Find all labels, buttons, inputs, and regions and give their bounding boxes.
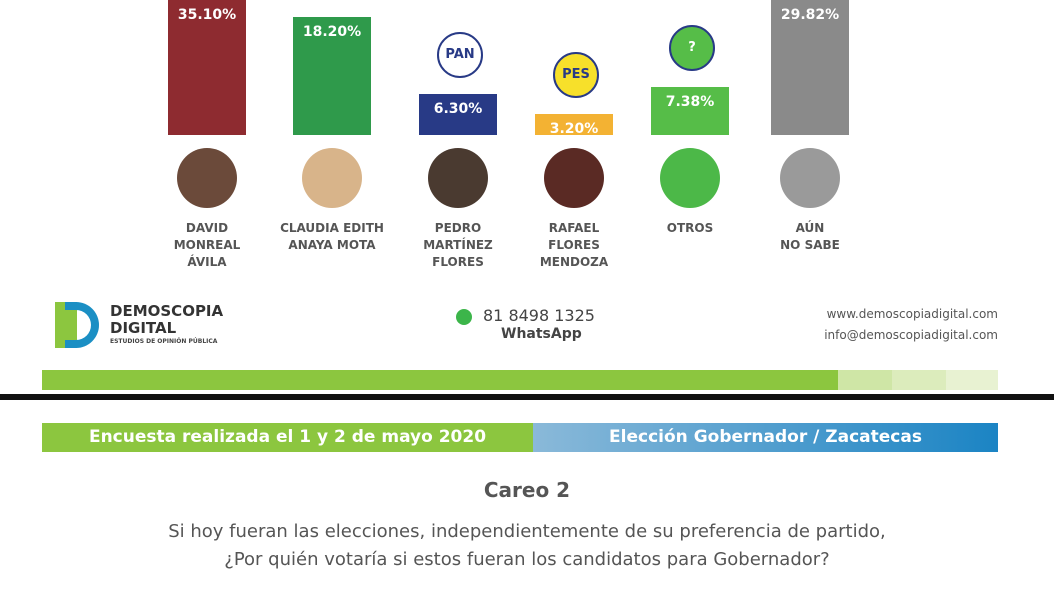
value-label: 29.82% xyxy=(780,7,840,23)
value-label: 35.10% xyxy=(177,7,237,23)
candidate-photo xyxy=(428,148,488,208)
candidate-name: DAVID MONREAL ÁVILA xyxy=(173,221,241,269)
question-line: Si hoy fueran las elecciones, independie… xyxy=(168,521,886,542)
bar xyxy=(168,0,246,135)
value-label: 18.20% xyxy=(302,23,362,40)
bar xyxy=(293,16,371,135)
brand-name: DEMOSCOPIA DIGITAL xyxy=(110,302,224,337)
candidate-photo xyxy=(302,148,362,208)
party-icon: PAN xyxy=(437,32,483,79)
party-icon: PES xyxy=(553,52,599,99)
phone-note: WhatsApp xyxy=(501,326,582,342)
candidate-name: AÚN NO SABE xyxy=(780,221,840,252)
bar xyxy=(651,87,729,135)
question-title: Careo 2 xyxy=(483,478,571,502)
whatsapp-icon xyxy=(456,309,472,325)
email: info@demoscopiadigital.com xyxy=(824,328,998,342)
candidate-photo xyxy=(780,148,840,208)
value-label: 3.20% xyxy=(549,121,599,138)
candidate-photo xyxy=(660,148,720,208)
question-line: ¿Por quién votaría si estos fueran los c… xyxy=(224,549,830,570)
candidate-photo xyxy=(177,148,237,208)
bar xyxy=(419,94,497,135)
bar xyxy=(535,114,613,135)
stripe xyxy=(838,370,892,390)
candidate-name: RAFAEL FLORES MENDOZA xyxy=(539,221,609,269)
phone: 81 8498 1325 xyxy=(483,306,595,325)
value-label: 6.30% xyxy=(433,101,483,118)
stripe xyxy=(892,370,946,390)
candidate-name: PEDRO MARTÍNEZ FLORES xyxy=(423,221,493,269)
brand-logo xyxy=(45,302,101,348)
divider xyxy=(0,394,1054,400)
candidate-name: OTROS xyxy=(666,221,714,235)
candidate-name: CLAUDIA EDITH ANAYA MOTA xyxy=(280,221,384,252)
stripe xyxy=(946,370,998,390)
banner-right: Elección Gobernador / Zacatecas xyxy=(533,423,998,452)
brand-tagline: ESTUDIOS DE OPINIÓN PÚBLICA xyxy=(110,338,218,345)
candidate-photo xyxy=(544,148,604,208)
stripe xyxy=(42,370,838,390)
value-label: 7.38% xyxy=(665,94,715,111)
banner-left: Encuesta realizada el 1 y 2 de mayo 2020 xyxy=(42,423,533,452)
web: www.demoscopiadigital.com xyxy=(826,307,998,321)
bar xyxy=(771,0,849,135)
chart: 35.10% DAVID MONREAL ÁVILA 18.20% CLAUDIA E… xyxy=(0,0,1054,280)
party-icon: ? xyxy=(669,25,715,72)
